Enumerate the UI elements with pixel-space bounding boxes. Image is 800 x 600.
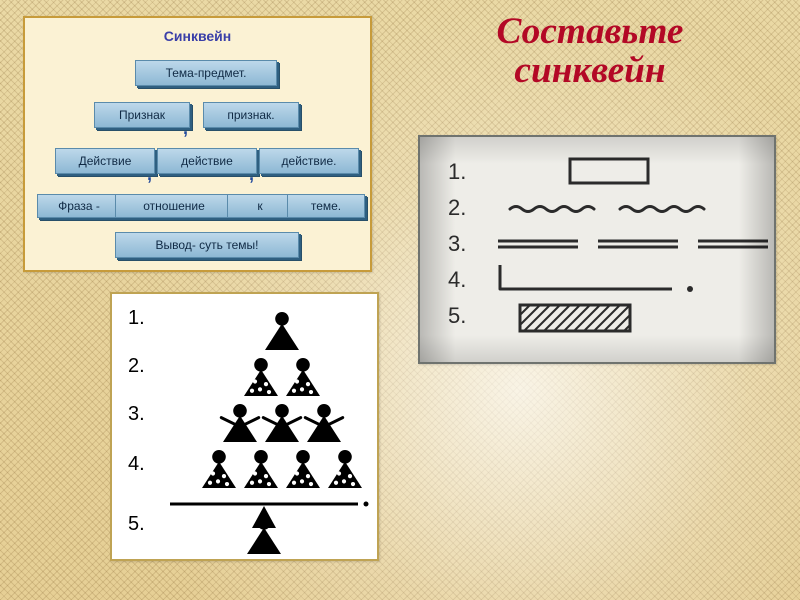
sinkvein-block: отношение — [115, 194, 233, 218]
tree-figure-dots — [244, 450, 278, 488]
sinkvein-block: действие. — [259, 148, 359, 174]
tree-figure-arms — [221, 404, 258, 442]
scheme-dot — [687, 286, 693, 292]
handdrawn-scheme-svg: 1. 2. 3. 4. 5. — [420, 137, 774, 362]
slide-title: Составьте синквейн — [400, 12, 780, 90]
tree-figure-dots — [202, 450, 236, 488]
sinkvein-block-label: действие — [181, 155, 233, 167]
separator-comma: , — [249, 164, 254, 185]
sinkvein-block-label: Действие — [79, 155, 132, 167]
sinkvein-block: Тема-предмет. — [135, 60, 277, 86]
tree-figure-arms — [263, 404, 300, 442]
sinkvein-block: Действие — [55, 148, 155, 174]
sinkvein-block-label: Фраза - — [58, 200, 100, 212]
hand-row-number: 3. — [448, 231, 466, 256]
tree-figure-plain — [265, 312, 299, 350]
sinkvein-handdrawn-scheme: 1. 2. 3. 4. 5. — [418, 135, 776, 364]
slide-title-line2: синквейн — [400, 51, 780, 90]
row-number: 4. — [128, 453, 145, 475]
sinkvein-block: признак. — [203, 102, 299, 128]
sinkvein-block: теме. — [287, 194, 365, 218]
row-number: 2. — [128, 355, 145, 377]
sinkvein-block-label: действие. — [282, 155, 337, 167]
row-number: 5. — [128, 513, 145, 535]
sinkvein-block-label: признак. — [227, 109, 274, 121]
tree-figure-arms — [305, 404, 342, 442]
hand-row-number: 4. — [448, 267, 466, 292]
sinkvein-people-tree: 1. 2. 3. 4. 5. — [110, 292, 379, 561]
sinkvein-diagram-title: Синквейн — [25, 28, 370, 44]
separator-comma: , — [147, 164, 152, 185]
separator-comma: , — [183, 118, 188, 139]
slide-title-line1: Составьте — [400, 12, 780, 51]
sinkvein-block-label: к — [257, 200, 262, 212]
row-number: 3. — [128, 403, 145, 425]
sinkvein-block: к — [227, 194, 293, 218]
sinkvein-block: Признак — [94, 102, 190, 128]
hand-row-number: 2. — [448, 195, 466, 220]
hand-row-number: 1. — [448, 159, 466, 184]
hand-row-number: 5. — [448, 303, 466, 328]
scheme-wave — [620, 207, 704, 212]
scheme-rect — [570, 159, 648, 183]
sinkvein-block-label: Признак — [119, 109, 165, 121]
sinkvein-block-label: теме. — [311, 200, 341, 212]
sinkvein-block-label: Вывод- суть темы! — [156, 239, 259, 251]
sinkvein-block-label: Тема-предмет. — [166, 67, 247, 79]
scheme-wave — [510, 207, 594, 212]
scheme-bracket — [500, 265, 672, 289]
tree-figure-dots — [244, 358, 278, 396]
tree-figure-plain — [247, 516, 281, 554]
people-tree-svg: 1. 2. 3. 4. 5. — [112, 294, 377, 559]
sinkvein-block: действие — [157, 148, 257, 174]
sinkvein-block: Фраза - — [37, 194, 121, 218]
sinkvein-block-diagram: Синквейн Тема-предмет. Признак признак., Де… — [23, 16, 372, 272]
tree-figure-dots — [328, 450, 362, 488]
scheme-hatch-line — [520, 305, 540, 325]
sinkvein-block-label: отношение — [143, 200, 205, 212]
row-number: 1. — [128, 307, 145, 329]
tree-figure-dots — [286, 450, 320, 488]
tree-figure-dots — [286, 358, 320, 396]
sinkvein-block: Вывод- суть темы! — [115, 232, 299, 258]
